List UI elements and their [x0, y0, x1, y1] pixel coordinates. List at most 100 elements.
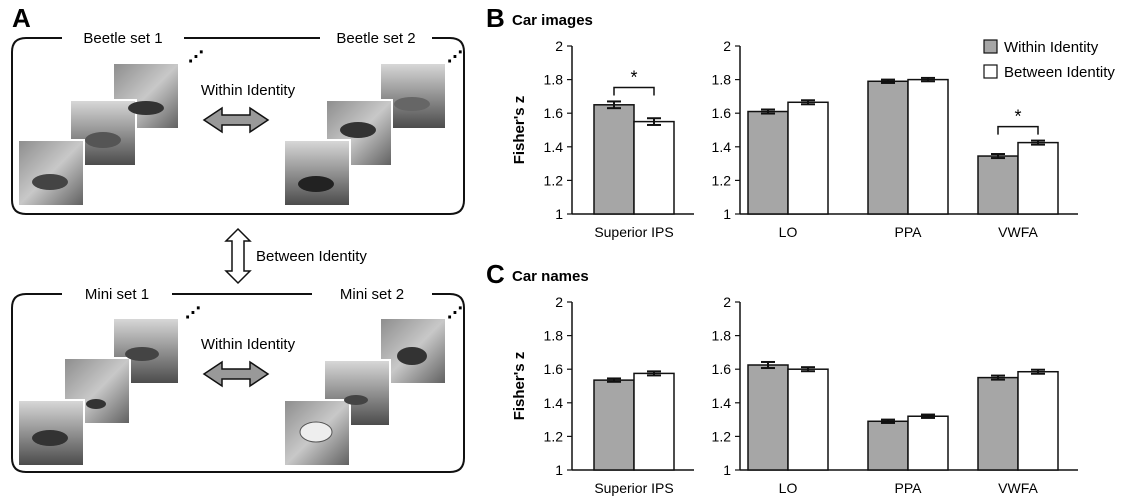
car-silhouette — [128, 101, 164, 115]
bar-within — [977, 376, 1019, 471]
legend: Within Identity Between Identity — [983, 39, 1115, 81]
car-silhouette — [344, 395, 368, 405]
y-tick-label: 1.4 — [712, 395, 732, 411]
y-tick-label: 1 — [723, 206, 731, 222]
legend-swatch-within — [983, 39, 998, 54]
bar-between — [787, 368, 829, 471]
car-photo — [17, 139, 85, 207]
panel-b-letter: B — [486, 3, 505, 33]
car-silhouette — [394, 97, 430, 111]
panel-a-letter: A — [12, 3, 31, 33]
y-tick-label: 1.4 — [544, 139, 564, 155]
panel-c-letter: C — [486, 259, 505, 289]
top-frame — [11, 37, 465, 215]
panel-a: A Beetle set 1 Beetle set 2 ⋰ ⋰ W — [11, 3, 465, 473]
bar-within — [867, 80, 909, 215]
y-tick-label: 2 — [723, 294, 731, 310]
between-identity-label: Between Identity — [256, 248, 367, 265]
car-silhouette — [125, 347, 159, 361]
beetle-set-1-images: ⋰ — [17, 49, 204, 207]
y-axis-label: Fisher's z — [511, 352, 528, 421]
y-tick-label: 1.6 — [712, 105, 732, 121]
car-silhouette — [340, 122, 376, 138]
legend-swatch-between — [983, 64, 998, 79]
y-tick-label: 1.8 — [712, 328, 732, 344]
car-silhouette — [32, 174, 68, 190]
ellipsis-icon: ⋰ — [447, 305, 463, 322]
car-silhouette — [32, 430, 68, 446]
within-identity-label-bottom: Within Identity — [201, 336, 296, 353]
charts: 1 1.2 1.4 1.6 1.8 2 Fisher's z Superior IPS * 1 1.… — [511, 38, 1078, 496]
ellipsis-icon: ⋰ — [188, 49, 204, 66]
car-silhouette — [299, 421, 333, 443]
within-identity-label-top: Within Identity — [201, 82, 296, 99]
y-tick-label: 1.4 — [712, 139, 732, 155]
y-tick-label: 1.8 — [544, 328, 564, 344]
y-tick-label: 2 — [555, 294, 563, 310]
ellipsis-icon: ⋰ — [185, 305, 201, 322]
y-tick-label: 1.2 — [544, 172, 564, 188]
legend-label-within: Within Identity — [1004, 39, 1099, 56]
y-tick-label: 1.2 — [544, 428, 564, 444]
bar-between — [633, 120, 675, 215]
bottom-frame — [11, 293, 465, 473]
y-axis-label: Fisher's z — [511, 96, 528, 165]
bar-between — [907, 415, 949, 471]
y-tick-label: 2 — [723, 38, 731, 54]
y-tick-label: 1 — [555, 206, 563, 222]
mini-set-1-label: Mini set 1 — [85, 286, 149, 303]
category-label: VWFA — [998, 480, 1038, 496]
within-arrow-icon — [202, 360, 270, 388]
car-silhouette — [85, 132, 121, 148]
y-tick-label: 1.8 — [544, 72, 564, 88]
car-silhouette — [298, 176, 334, 192]
car-photo — [112, 62, 180, 130]
car-photo — [283, 139, 351, 207]
y-tick-label: 1 — [723, 462, 731, 478]
bar-between — [1017, 141, 1059, 215]
category-label: PPA — [895, 480, 923, 496]
y-tick-label: 1.6 — [544, 105, 564, 121]
y-tick-label: 1.4 — [544, 395, 564, 411]
mini-set-1-images: ⋰ — [17, 305, 201, 467]
bar-within — [977, 155, 1019, 215]
panel-b-title: Car images — [512, 12, 593, 29]
category-label: PPA — [895, 224, 923, 240]
y-tick-label: 1.2 — [712, 172, 732, 188]
mini-set-2-images: ⋰ — [283, 305, 463, 467]
bar-within — [593, 379, 635, 471]
y-tick-label: 1.6 — [712, 361, 732, 377]
legend-label-between: Between Identity — [1004, 64, 1115, 81]
y-tick-label: 1 — [555, 462, 563, 478]
category-label: LO — [779, 480, 798, 496]
bar-within — [867, 420, 909, 471]
beetle-set-2-label: Beetle set 2 — [336, 30, 415, 47]
beetle-set-2-images: ⋰ — [283, 49, 463, 207]
bar-within — [747, 110, 789, 215]
bar-between — [633, 372, 675, 471]
significance-bracket — [613, 86, 655, 96]
bar-within — [747, 364, 789, 471]
category-label: VWFA — [998, 224, 1038, 240]
category-label: LO — [779, 224, 798, 240]
y-tick-label: 2 — [555, 38, 563, 54]
mini-set-2-label: Mini set 2 — [340, 286, 404, 303]
bar-between — [907, 78, 949, 215]
significance-bracket — [997, 125, 1039, 135]
panel-c-title: Car names — [512, 268, 589, 285]
bar-between — [1017, 370, 1059, 471]
between-arrow-icon — [224, 227, 252, 285]
bar-between — [787, 101, 829, 215]
category-label: Superior IPS — [594, 224, 673, 240]
ellipsis-icon: ⋰ — [447, 49, 463, 66]
significance-star: * — [1014, 107, 1021, 127]
bar-within — [593, 104, 635, 215]
beetle-set-1-label: Beetle set 1 — [83, 30, 162, 47]
car-silhouette — [86, 399, 106, 409]
y-tick-label: 1.2 — [712, 428, 732, 444]
car-silhouette — [397, 347, 427, 365]
significance-star: * — [630, 67, 637, 87]
within-arrow-icon — [202, 106, 270, 134]
